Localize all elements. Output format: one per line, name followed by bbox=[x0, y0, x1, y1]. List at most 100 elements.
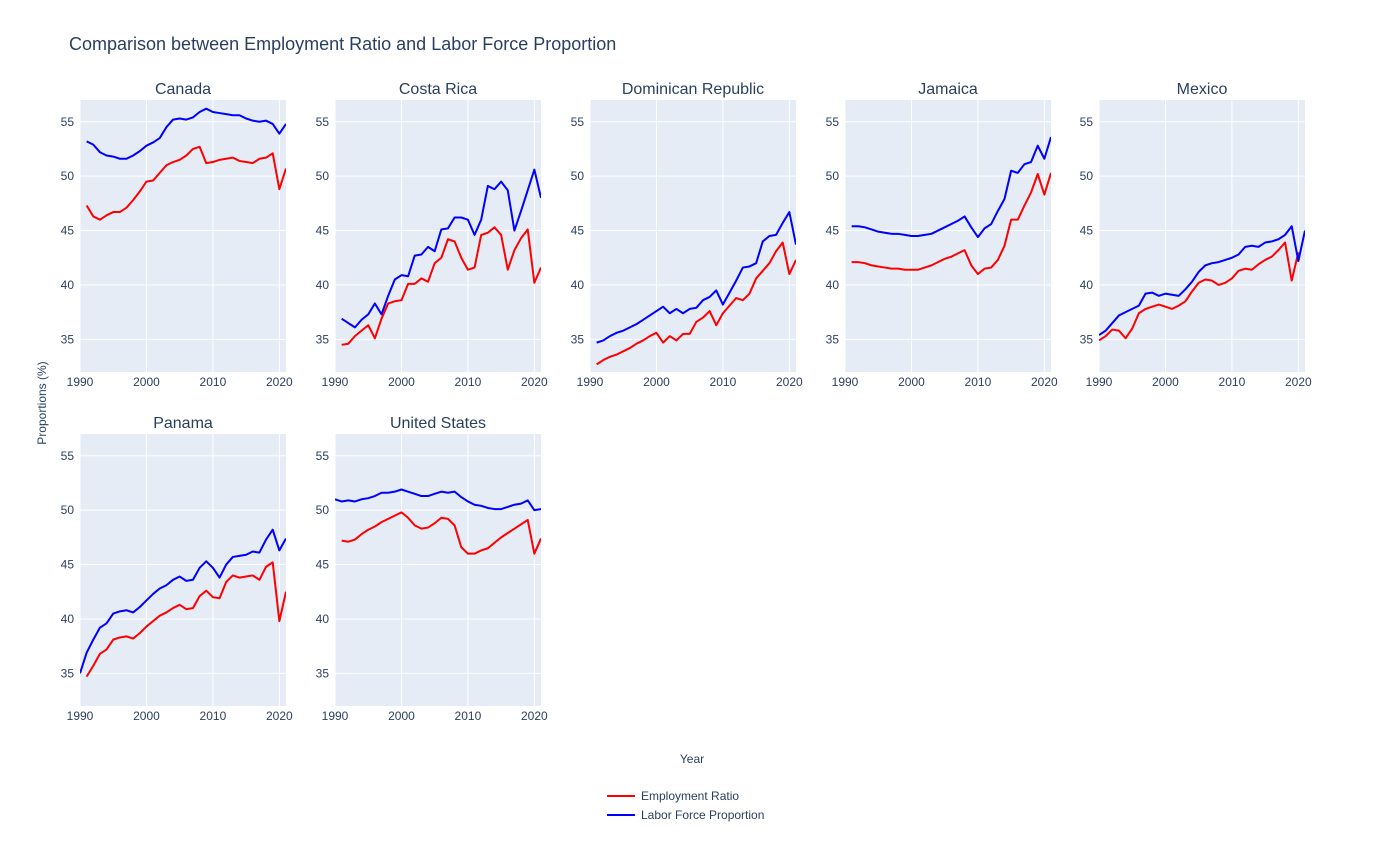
subplot-title: Canada bbox=[155, 81, 211, 98]
legend-label: Labor Force Proportion bbox=[641, 808, 764, 822]
y-tick-label: 55 bbox=[61, 115, 75, 129]
y-tick-label: 50 bbox=[571, 169, 585, 183]
x-tick-label: 1990 bbox=[832, 375, 859, 389]
y-tick-label: 55 bbox=[316, 115, 330, 129]
series-line-labor-force-proportion bbox=[335, 488, 541, 512]
legend-item[interactable]: Employment Ratio bbox=[607, 789, 739, 803]
legend-item[interactable]: Labor Force Proportion bbox=[607, 808, 764, 822]
x-tick-label: 2020 bbox=[776, 375, 803, 389]
y-tick-label: 35 bbox=[61, 332, 75, 346]
series-line-employment-ratio bbox=[851, 172, 1051, 276]
y-axis-title: Proportions (%) bbox=[35, 361, 49, 444]
y-tick-label: 50 bbox=[316, 169, 330, 183]
legend: Employment Ratio Labor Force Proportion bbox=[607, 789, 764, 822]
series-line-employment-ratio bbox=[85, 561, 286, 678]
y-tick-label: 40 bbox=[571, 278, 585, 292]
y-tick-label: 35 bbox=[826, 332, 840, 346]
chart-title: Comparison between Employment Ratio and … bbox=[69, 34, 616, 54]
y-tick-label: 55 bbox=[61, 449, 75, 463]
x-tick-label: 1990 bbox=[577, 375, 604, 389]
x-tick-label: 1990 bbox=[322, 709, 349, 723]
x-tick-label: 2000 bbox=[388, 709, 415, 723]
x-tick-label: 2000 bbox=[898, 375, 925, 389]
x-tick-label: 2020 bbox=[521, 709, 548, 723]
plot-background bbox=[80, 434, 286, 706]
y-tick-label: 45 bbox=[826, 224, 840, 238]
plot-background bbox=[80, 100, 286, 372]
x-tick-label: 1990 bbox=[1086, 375, 1113, 389]
series-line-employment-ratio bbox=[1099, 241, 1300, 342]
y-tick-label: 40 bbox=[1080, 278, 1094, 292]
subplot-title: Jamaica bbox=[918, 81, 978, 98]
series-line-employment-ratio bbox=[596, 241, 796, 366]
y-tick-label: 45 bbox=[316, 224, 330, 238]
y-tick-label: 50 bbox=[61, 503, 75, 517]
y-tick-label: 40 bbox=[61, 612, 75, 626]
x-tick-label: 2010 bbox=[710, 375, 737, 389]
y-tick-label: 35 bbox=[316, 332, 330, 346]
plot-background bbox=[335, 434, 541, 706]
x-tick-label: 2020 bbox=[266, 375, 293, 389]
y-tick-label: 40 bbox=[316, 278, 330, 292]
series-line-labor-force-proportion bbox=[86, 107, 286, 160]
y-tick-label: 45 bbox=[61, 224, 75, 238]
y-tick-label: 55 bbox=[571, 115, 585, 129]
x-axis-title: Year bbox=[680, 752, 704, 766]
x-tick-label: 2010 bbox=[965, 375, 992, 389]
y-tick-label: 50 bbox=[316, 503, 330, 517]
x-tick-label: 2020 bbox=[1031, 375, 1058, 389]
y-tick-label: 35 bbox=[571, 332, 585, 346]
y-tick-label: 45 bbox=[571, 224, 585, 238]
y-tick-label: 45 bbox=[61, 558, 75, 572]
x-tick-label: 1990 bbox=[322, 375, 349, 389]
subplot-united-states: United States 35 40 45 50 55 1990 2000 2010 2020 bbox=[316, 415, 548, 723]
x-tick-label: 2000 bbox=[388, 375, 415, 389]
y-tick-label: 35 bbox=[1080, 332, 1094, 346]
legend-label: Employment Ratio bbox=[641, 789, 739, 803]
series-line-employment-ratio bbox=[85, 145, 286, 221]
series-line-employment-ratio bbox=[341, 226, 541, 346]
subplot-panama: Panama 35 40 45 50 55 1990 2000 2010 2020 bbox=[61, 415, 293, 723]
x-tick-label: 2010 bbox=[200, 709, 227, 723]
x-tick-label: 2010 bbox=[455, 375, 482, 389]
y-tick-label: 55 bbox=[316, 449, 330, 463]
y-tick-label: 55 bbox=[826, 115, 840, 129]
subplot-title: United States bbox=[390, 415, 486, 432]
x-tick-label: 2000 bbox=[133, 375, 160, 389]
x-tick-label: 2010 bbox=[1219, 375, 1246, 389]
subplot-canada: Canada 35 40 45 50 55 1990 2000 2010 2020 bbox=[61, 81, 293, 389]
x-tick-label: 2020 bbox=[266, 709, 293, 723]
x-tick-label: 2000 bbox=[1152, 375, 1179, 389]
y-tick-label: 45 bbox=[1080, 224, 1094, 238]
plot-background bbox=[335, 100, 541, 372]
y-tick-label: 50 bbox=[826, 169, 840, 183]
x-tick-label: 1990 bbox=[67, 709, 94, 723]
y-tick-label: 50 bbox=[61, 169, 75, 183]
subplot-dominican-republic: Dominican Republic 35 40 45 50 55 1990 2000 2010… bbox=[571, 81, 803, 389]
y-tick-label: 45 bbox=[316, 558, 330, 572]
y-tick-label: 40 bbox=[316, 612, 330, 626]
y-tick-label: 35 bbox=[316, 666, 330, 680]
subplot-mexico: Mexico 35 40 45 50 55 1990 2000 2010 2020 bbox=[1080, 81, 1312, 389]
series-line-labor-force-proportion bbox=[341, 168, 541, 329]
subplot-title: Mexico bbox=[1177, 81, 1228, 98]
y-tick-label: 40 bbox=[61, 278, 75, 292]
y-tick-label: 55 bbox=[1080, 115, 1094, 129]
subplot-title: Panama bbox=[153, 415, 213, 432]
plot-background bbox=[845, 100, 1051, 372]
y-tick-label: 35 bbox=[61, 666, 75, 680]
subplot-costa-rica: Costa Rica 35 40 45 50 55 1990 2000 2010 2020 bbox=[316, 81, 548, 389]
subplot-title: Costa Rica bbox=[399, 81, 477, 98]
x-tick-label: 2010 bbox=[455, 709, 482, 723]
series-line-labor-force-proportion bbox=[1099, 225, 1305, 336]
series-line-employment-ratio bbox=[341, 511, 541, 555]
x-tick-label: 2020 bbox=[521, 375, 548, 389]
y-tick-label: 50 bbox=[1080, 169, 1094, 183]
series-line-labor-force-proportion bbox=[80, 528, 286, 674]
subplot-jamaica: Jamaica 35 40 45 50 55 1990 2000 2010 2020 bbox=[826, 81, 1058, 389]
x-tick-label: 2000 bbox=[643, 375, 670, 389]
x-tick-label: 2000 bbox=[133, 709, 160, 723]
